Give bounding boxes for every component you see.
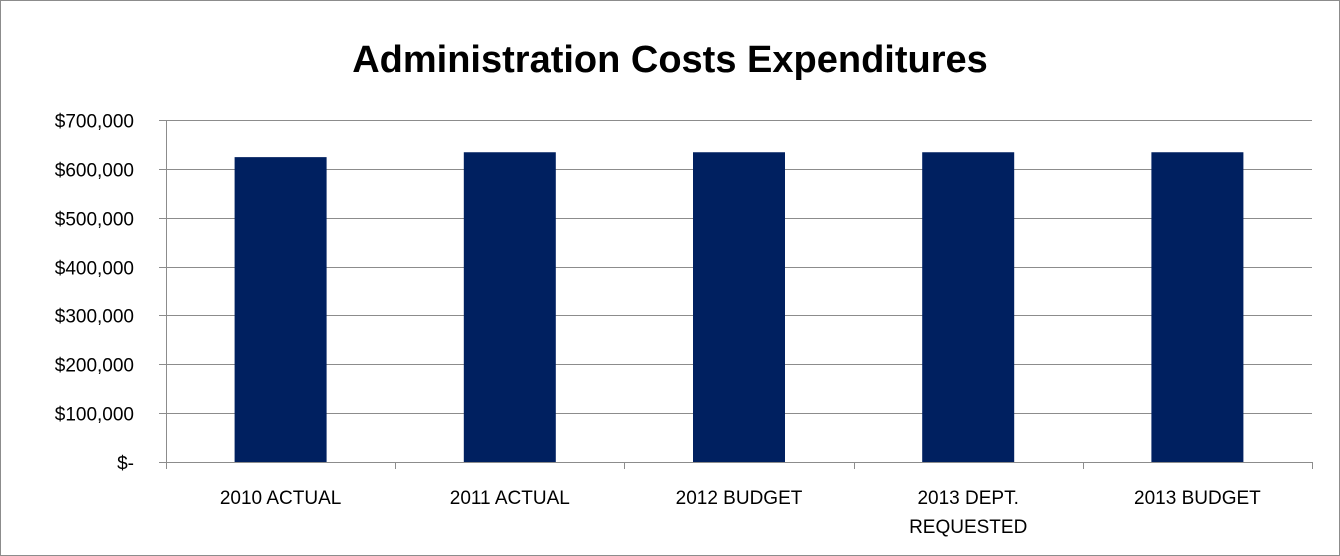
x-tick-label: 2013 DEPT. REQUESTED [909, 488, 1027, 538]
y-tick-label: $200,000 [55, 356, 134, 377]
x-tick-labels: 2010 ACTUAL 2011 ACTUAL 2012 BUDGET 2013 DE… [220, 488, 1261, 538]
bars [234, 152, 1244, 463]
x-tick-label: 2010 ACTUAL [220, 488, 341, 509]
y-tick-label: $500,000 [55, 210, 134, 231]
chart-title: Administration Costs Expenditures [352, 39, 988, 81]
x-tick-label: 2012 BUDGET [676, 488, 803, 509]
y-tick-label: $400,000 [55, 259, 134, 280]
y-tick-label: $700,000 [55, 112, 134, 133]
x-tick-label: 2013 BUDGET [1134, 488, 1261, 509]
y-tick-label: $100,000 [55, 405, 134, 426]
y-tick-label: $- [117, 454, 134, 475]
bar [1151, 152, 1244, 462]
bar [234, 157, 327, 463]
y-tick-labels: $- $100,000 $200,000 $300,000 $400,000 $500,0… [55, 112, 134, 475]
x-tick-label: 2011 ACTUAL [450, 488, 570, 509]
bar [463, 152, 556, 462]
y-tick-label: $300,000 [55, 307, 134, 328]
y-tick-label: $600,000 [55, 161, 134, 182]
axes [159, 120, 1313, 469]
bar [693, 152, 785, 462]
bar [922, 152, 1015, 462]
